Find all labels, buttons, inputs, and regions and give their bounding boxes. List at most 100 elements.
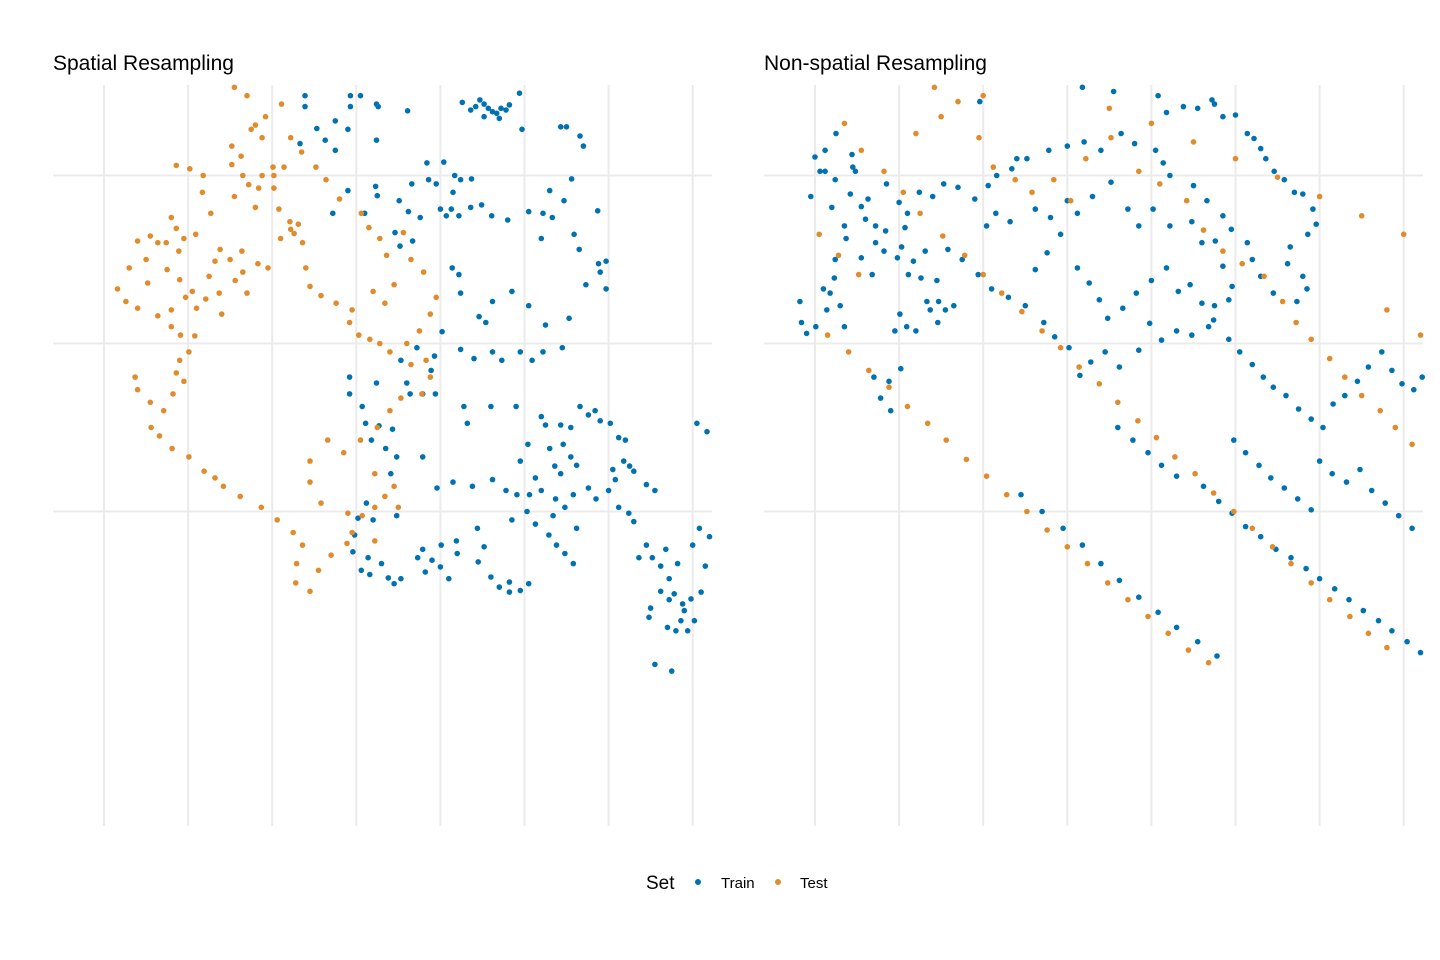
point-test-spatial bbox=[163, 239, 169, 246]
point-train-spatial bbox=[373, 380, 380, 386]
point-train-non-spatial bbox=[1088, 359, 1094, 365]
point-train-non-spatial bbox=[1096, 297, 1103, 303]
point-test-spatial bbox=[299, 239, 306, 246]
point-train-non-spatial bbox=[1329, 470, 1335, 477]
point-train-spatial bbox=[409, 238, 416, 244]
point-train-non-spatial bbox=[896, 199, 902, 206]
point-train-non-spatial bbox=[1360, 607, 1367, 614]
point-train-spatial bbox=[393, 454, 400, 460]
point-train-non-spatial bbox=[1232, 112, 1239, 118]
point-train-spatial bbox=[362, 420, 369, 427]
point-test-spatial bbox=[201, 468, 207, 475]
point-train-spatial bbox=[431, 353, 438, 359]
point-train-spatial bbox=[622, 437, 629, 443]
point-test-spatial bbox=[239, 248, 245, 254]
point-train-non-spatial bbox=[959, 256, 965, 263]
point-train-spatial bbox=[577, 403, 583, 410]
point-train-spatial bbox=[346, 374, 353, 380]
point-train-spatial bbox=[347, 92, 354, 99]
legend: Set Train Test bbox=[646, 873, 828, 894]
point-test-non-spatial bbox=[1417, 332, 1424, 338]
point-train-non-spatial bbox=[1209, 97, 1215, 103]
point-test-spatial bbox=[372, 504, 378, 511]
point-train-non-spatial bbox=[1146, 320, 1153, 327]
point-train-non-spatial bbox=[1051, 334, 1058, 340]
point-test-spatial bbox=[303, 265, 309, 271]
point-train-non-spatial bbox=[1211, 302, 1218, 309]
point-train-non-spatial bbox=[1368, 487, 1375, 494]
point-test-non-spatial bbox=[1384, 644, 1390, 651]
point-train-spatial bbox=[519, 126, 525, 133]
point-train-spatial bbox=[302, 103, 308, 110]
point-train-non-spatial bbox=[1249, 361, 1256, 368]
point-test-spatial bbox=[346, 319, 353, 326]
point-test-spatial bbox=[216, 290, 222, 296]
point-test-spatial bbox=[200, 172, 206, 179]
point-train-non-spatial bbox=[869, 271, 875, 278]
point-train-non-spatial bbox=[881, 248, 887, 254]
point-train-spatial bbox=[542, 422, 549, 428]
point-train-non-spatial bbox=[1155, 92, 1161, 99]
point-train-spatial bbox=[441, 159, 447, 165]
point-test-spatial bbox=[143, 256, 149, 263]
point-train-spatial bbox=[571, 231, 577, 238]
legend-label-train: Train bbox=[721, 875, 755, 892]
point-train-spatial bbox=[691, 617, 698, 624]
point-train-spatial bbox=[332, 147, 339, 154]
point-train-non-spatial bbox=[1118, 130, 1124, 137]
point-train-spatial bbox=[429, 557, 435, 563]
point-train-non-spatial bbox=[827, 290, 833, 296]
point-test-non-spatial bbox=[1358, 213, 1365, 219]
point-test-non-spatial bbox=[1365, 630, 1372, 637]
point-train-spatial bbox=[368, 437, 375, 443]
point-train-non-spatial bbox=[929, 193, 936, 200]
point-train-spatial bbox=[457, 290, 464, 296]
point-train-non-spatial bbox=[1399, 381, 1405, 387]
point-test-spatial bbox=[328, 552, 334, 558]
point-train-non-spatial bbox=[822, 168, 828, 175]
point-test-spatial bbox=[218, 311, 225, 317]
point-train-spatial bbox=[671, 591, 677, 597]
point-train-non-spatial bbox=[1160, 160, 1166, 166]
point-train-spatial bbox=[488, 403, 494, 410]
point-train-spatial bbox=[615, 434, 622, 441]
point-test-spatial bbox=[229, 161, 235, 168]
point-test-spatial bbox=[147, 233, 154, 239]
point-test-non-spatial bbox=[1076, 364, 1082, 370]
point-train-non-spatial bbox=[1288, 554, 1294, 561]
point-train-non-spatial bbox=[902, 224, 908, 231]
point-train-spatial bbox=[525, 580, 532, 587]
point-train-spatial bbox=[546, 445, 553, 452]
point-train-non-spatial bbox=[918, 275, 924, 281]
point-train-non-spatial bbox=[1204, 197, 1210, 204]
point-train-non-spatial bbox=[1074, 210, 1081, 217]
point-train-non-spatial bbox=[1136, 347, 1142, 354]
point-test-non-spatial bbox=[983, 473, 990, 480]
point-test-spatial bbox=[132, 374, 138, 380]
point-test-spatial bbox=[287, 218, 293, 225]
point-train-spatial bbox=[358, 567, 365, 574]
point-train-non-spatial bbox=[1167, 172, 1173, 179]
point-train-non-spatial bbox=[1316, 575, 1323, 582]
point-test-non-spatial bbox=[938, 113, 944, 120]
point-train-spatial bbox=[577, 133, 583, 139]
panel-non-spatial-resampling: Non-spatial Resampling bbox=[764, 52, 1425, 826]
point-test-spatial bbox=[193, 305, 200, 312]
point-train-non-spatial bbox=[858, 254, 865, 261]
point-test-spatial bbox=[433, 294, 440, 301]
point-train-non-spatial bbox=[942, 307, 949, 313]
point-train-spatial bbox=[566, 315, 572, 322]
point-train-non-spatial bbox=[1116, 577, 1123, 584]
point-train-spatial bbox=[297, 140, 303, 147]
point-train-non-spatial bbox=[1125, 206, 1131, 212]
point-test-spatial bbox=[212, 475, 218, 481]
point-test-spatial bbox=[391, 483, 397, 490]
legend-title: Set bbox=[646, 873, 675, 894]
point-train-spatial bbox=[330, 210, 336, 217]
point-train-non-spatial bbox=[1263, 155, 1269, 162]
point-train-non-spatial bbox=[812, 154, 818, 160]
point-test-non-spatial bbox=[1384, 307, 1390, 313]
point-train-non-spatial bbox=[1257, 145, 1264, 152]
point-train-non-spatial bbox=[1081, 139, 1087, 145]
point-train-non-spatial bbox=[1009, 166, 1015, 172]
